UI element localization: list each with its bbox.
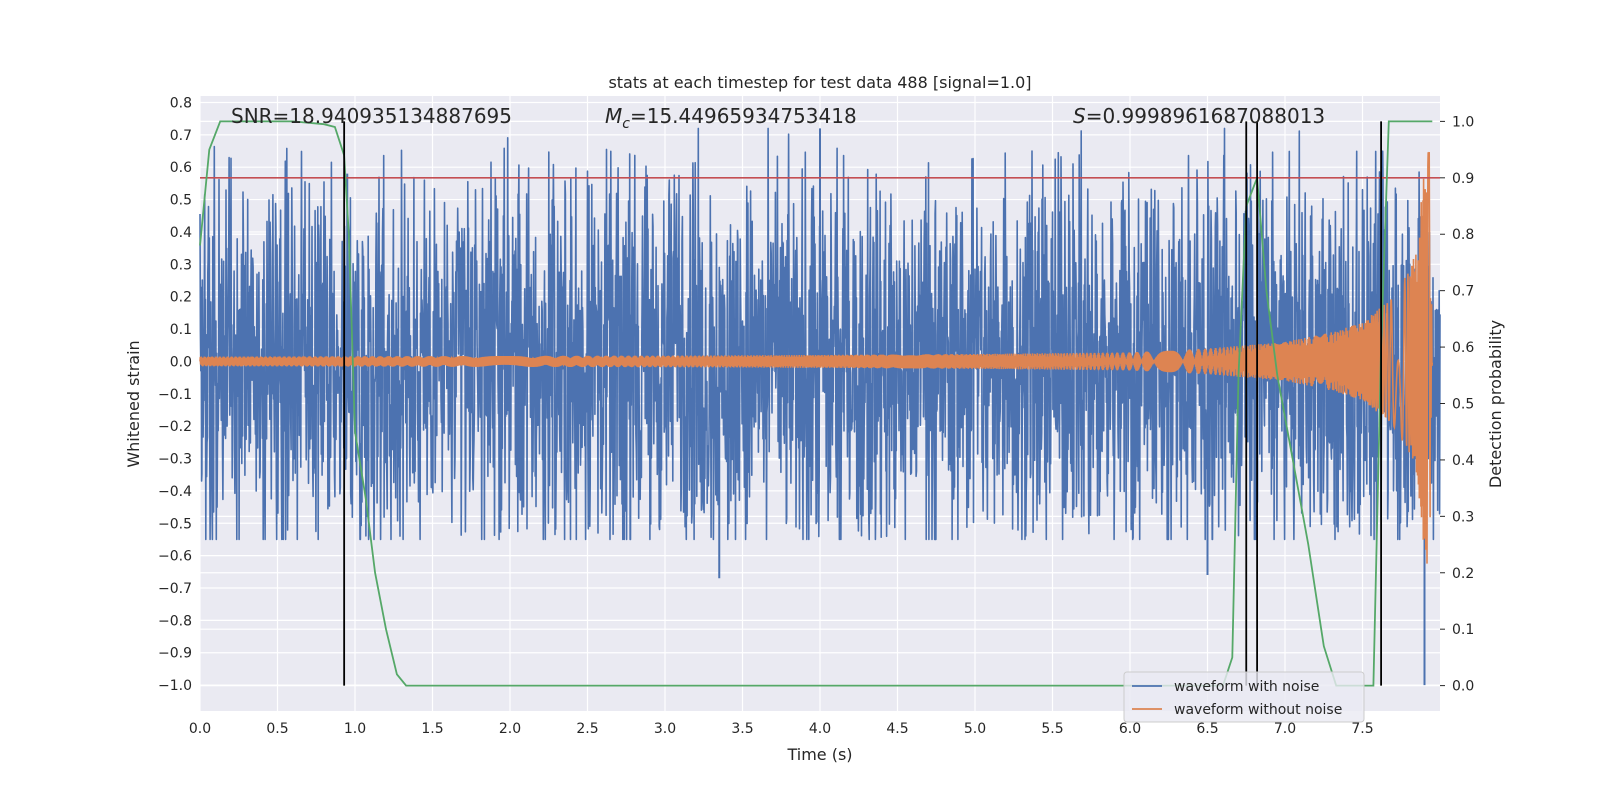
clean-waveform-line <box>199 151 1434 564</box>
x-tick-label: 4.0 <box>809 721 831 737</box>
x-tick-label: 4.5 <box>886 721 908 737</box>
y-tick-label-left: 0.0 <box>170 354 192 370</box>
legend-label-noise: waveform with noise <box>1174 679 1319 695</box>
y-tick-label-right: 0.4 <box>1452 453 1474 469</box>
y-tick-label-right: 0.3 <box>1452 509 1474 525</box>
series-waveform-without-noise <box>199 151 1434 564</box>
score-symbol: S <box>1073 104 1086 128</box>
y-tick-label-right: 0.9 <box>1452 171 1474 187</box>
y-tick-label-left: −0.5 <box>158 516 192 532</box>
tick-labels: 0.0 0.5 1.0 1.5 2.0 2.5 3.0 3.5 4.0 4.5 5.0 5.5 6.0 6… <box>158 95 1474 737</box>
y-tick-label-left: 0.3 <box>170 257 192 273</box>
chirp-mass-symbol: M <box>605 104 622 128</box>
y-tick-label-right: 0.5 <box>1452 397 1474 413</box>
y-tick-label-left: 0.1 <box>170 322 192 338</box>
chirp-mass-subscript: c <box>622 116 630 132</box>
y-tick-label-left: −0.6 <box>158 549 192 565</box>
y-tick-label-left: 0.7 <box>170 128 192 144</box>
y-tick-label-left: −0.3 <box>158 452 192 468</box>
legend-box <box>1123 671 1365 723</box>
score-annotation: S=0.9998961687088013 <box>1073 104 1325 128</box>
y-tick-label-left: 0.4 <box>170 225 192 241</box>
chirp-mass-value: =15.44965934753418 <box>630 104 857 128</box>
y-tick-label-right: 0.1 <box>1452 622 1474 638</box>
y-tick-label-right: 0.2 <box>1452 566 1474 582</box>
detection-markers <box>343 121 1382 686</box>
y-tick-label-left: −0.8 <box>158 613 192 629</box>
x-tick-label: 7.0 <box>1274 721 1296 737</box>
x-tick-label: 3.5 <box>731 721 753 737</box>
x-tick-label: 6.0 <box>1119 721 1141 737</box>
score-value: =0.9998961687088013 <box>1086 104 1325 128</box>
x-tick-label: 5.0 <box>964 721 986 737</box>
y-tick-label-left: 0.8 <box>170 95 192 111</box>
y-axis-label-right: Detection probability <box>1486 320 1505 488</box>
x-tick-label: 0.5 <box>266 721 288 737</box>
x-tick-label: 2.0 <box>499 721 521 737</box>
y-tick-label-left: −0.7 <box>158 581 192 597</box>
y-tick-label-left: −0.9 <box>158 646 192 662</box>
y-tick-label-right: 1.0 <box>1452 114 1474 130</box>
y-tick-label-left: 0.2 <box>170 290 192 306</box>
snr-annotation: SNR=18.940935134887695 <box>231 104 512 128</box>
chart-title: stats at each timestep for test data 488… <box>608 73 1031 92</box>
legend: waveform with noise waveform without noi… <box>1123 671 1365 723</box>
x-tick-label: 3.0 <box>654 721 676 737</box>
x-tick-label: 7.5 <box>1351 721 1373 737</box>
y-tick-label-right: 0.6 <box>1452 340 1474 356</box>
x-tick-label: 2.5 <box>576 721 598 737</box>
y-tick-label-right: 0.7 <box>1452 284 1474 300</box>
y-tick-label-left: 0.5 <box>170 193 192 209</box>
chirp-mass-annotation: Mc=15.44965934753418 <box>605 104 857 132</box>
y-tick-label-left: 0.6 <box>170 160 192 176</box>
y-axis-label-left: Whitened strain <box>124 340 143 467</box>
x-tick-label: 1.5 <box>421 721 443 737</box>
x-tick-label: 5.5 <box>1041 721 1063 737</box>
y-tick-label-left: −1.0 <box>158 678 192 694</box>
y-tick-label-left: −0.1 <box>158 387 192 403</box>
legend-label-clean: waveform without noise <box>1174 702 1342 718</box>
y-tick-label-left: −0.2 <box>158 419 192 435</box>
x-tick-label: 1.0 <box>344 721 366 737</box>
y-tick-label-right: 0.8 <box>1452 227 1474 243</box>
x-axis-label: Time (s) <box>786 745 852 764</box>
x-tick-label: 6.5 <box>1196 721 1218 737</box>
y-tick-label-left: −0.4 <box>158 484 192 500</box>
x-tick-label: 0.0 <box>189 721 211 737</box>
y-tick-label-right: 0.0 <box>1452 679 1474 695</box>
